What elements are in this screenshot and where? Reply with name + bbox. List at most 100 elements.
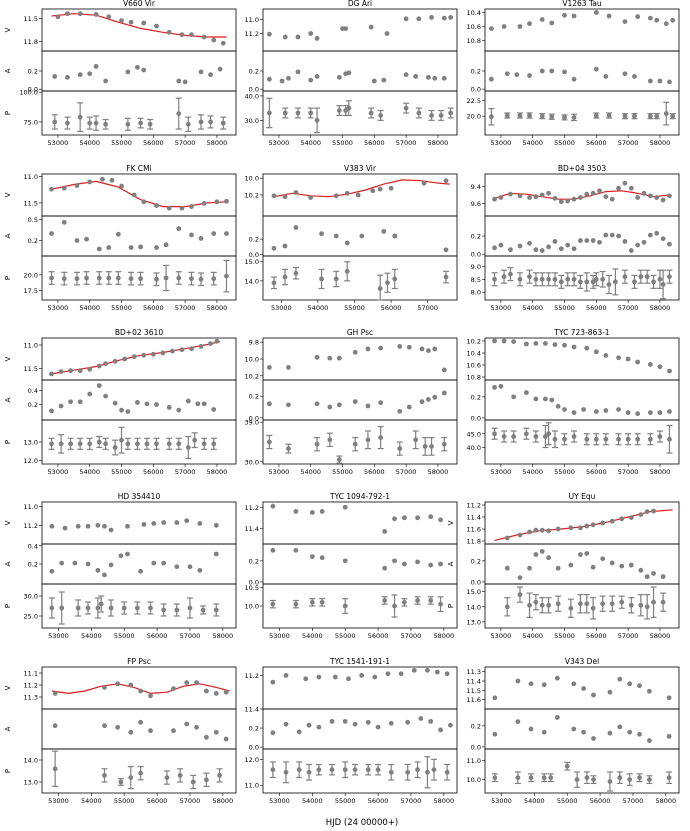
x-tick-label: 54000 bbox=[522, 468, 543, 476]
data-point bbox=[214, 199, 220, 205]
data-point bbox=[546, 528, 552, 534]
data-point bbox=[647, 78, 653, 84]
data-point bbox=[441, 367, 447, 373]
panel-frame bbox=[262, 90, 458, 136]
data-point bbox=[365, 346, 371, 352]
data-point bbox=[58, 403, 64, 409]
data-point bbox=[647, 193, 653, 199]
data-point bbox=[651, 508, 656, 514]
data-point bbox=[444, 769, 450, 775]
y-tick-label: 75.0 bbox=[24, 118, 38, 126]
data-point bbox=[77, 11, 83, 17]
panel-period: 8.0 8.5 9.0 bbox=[471, 255, 680, 301]
data-point bbox=[189, 346, 194, 352]
data-point bbox=[208, 72, 213, 78]
data-point bbox=[515, 678, 521, 684]
data-point bbox=[125, 441, 131, 447]
data-point bbox=[584, 601, 590, 607]
x-tick-label: 55000 bbox=[114, 797, 135, 805]
panel-period: 10.0 11.0 bbox=[467, 748, 680, 794]
y-tick-label: 10.5 bbox=[245, 584, 259, 592]
data-point bbox=[119, 183, 124, 189]
x-tick-label: 57000 bbox=[618, 468, 639, 476]
x-tick-label: 53000 bbox=[491, 468, 512, 476]
panel-frame bbox=[41, 543, 237, 585]
data-point bbox=[314, 36, 320, 41]
data-point bbox=[95, 567, 101, 573]
y-tick-label: 20.0 bbox=[467, 113, 481, 121]
data-point bbox=[647, 738, 652, 743]
data-point bbox=[571, 434, 577, 439]
data-point bbox=[125, 69, 131, 75]
data-point bbox=[622, 180, 628, 186]
data-point bbox=[355, 192, 361, 198]
data-point bbox=[647, 777, 652, 783]
data-point bbox=[517, 276, 523, 282]
data-point bbox=[49, 605, 55, 611]
y-tick-label: 11.0 bbox=[24, 342, 38, 350]
data-point bbox=[428, 598, 434, 603]
data-point bbox=[271, 193, 277, 199]
panel-frame bbox=[484, 501, 680, 545]
data-point bbox=[606, 113, 612, 118]
y-tick-label: 11.2 bbox=[24, 522, 38, 530]
data-point bbox=[74, 276, 80, 282]
data-point bbox=[327, 355, 333, 361]
y-tick-label: 0.2 bbox=[471, 68, 481, 76]
data-point bbox=[554, 675, 560, 681]
data-point bbox=[533, 552, 539, 557]
data-point bbox=[286, 446, 291, 451]
data-point bbox=[441, 390, 447, 396]
data-point bbox=[204, 734, 209, 740]
data-point bbox=[109, 177, 115, 183]
y-tick-label: 9.6 bbox=[471, 200, 481, 208]
data-point bbox=[208, 341, 213, 346]
data-point bbox=[96, 383, 102, 389]
data-point bbox=[314, 74, 320, 79]
data-point bbox=[59, 605, 65, 611]
data-point bbox=[359, 233, 365, 239]
data-point bbox=[622, 239, 628, 244]
data-point bbox=[403, 105, 409, 111]
panel-period: 14.0 15.0 bbox=[245, 255, 458, 301]
data-point bbox=[224, 273, 229, 279]
x-tick-label: 54000 bbox=[522, 139, 543, 147]
data-point bbox=[161, 560, 167, 566]
panel-magnitude: 9.8 10.0 10.2 bbox=[245, 337, 458, 381]
data-point bbox=[282, 274, 288, 280]
y-tick-label: 40.0 bbox=[467, 444, 481, 452]
data-point bbox=[591, 736, 596, 741]
data-point bbox=[593, 436, 599, 442]
y-tick-label: 10.2 bbox=[467, 338, 481, 346]
data-point bbox=[365, 437, 371, 443]
y-tick-label: 12.0 bbox=[24, 457, 38, 465]
data-point bbox=[571, 726, 577, 732]
x-tick-label: 58000 bbox=[207, 304, 228, 312]
data-point bbox=[128, 276, 134, 282]
data-point bbox=[660, 282, 666, 287]
data-point bbox=[308, 110, 314, 116]
x-tick-label: 56000 bbox=[147, 797, 168, 805]
data-point bbox=[637, 731, 642, 737]
data-point bbox=[657, 78, 663, 84]
data-point bbox=[622, 71, 628, 77]
data-point bbox=[198, 344, 204, 349]
x-tick-label: 53000 bbox=[491, 797, 512, 805]
x-tick-label: 58000 bbox=[428, 139, 449, 147]
data-point bbox=[141, 199, 147, 205]
data-point bbox=[58, 369, 64, 374]
data-point bbox=[492, 695, 498, 701]
data-point bbox=[429, 113, 434, 118]
data-point bbox=[405, 769, 411, 775]
chart-title: FP Psc bbox=[127, 657, 151, 666]
data-point bbox=[141, 67, 147, 73]
x-tick-label: 56000 bbox=[143, 468, 164, 476]
data-point bbox=[151, 521, 157, 526]
data-point bbox=[171, 728, 176, 734]
data-point bbox=[213, 691, 219, 696]
panel-frame bbox=[262, 337, 458, 381]
data-point bbox=[558, 279, 564, 285]
y-tick-label: 45.0 bbox=[467, 430, 481, 438]
y-tick-label: 0.2 bbox=[28, 68, 38, 76]
x-axis-label: HJD (24 00000+) bbox=[326, 818, 398, 828]
